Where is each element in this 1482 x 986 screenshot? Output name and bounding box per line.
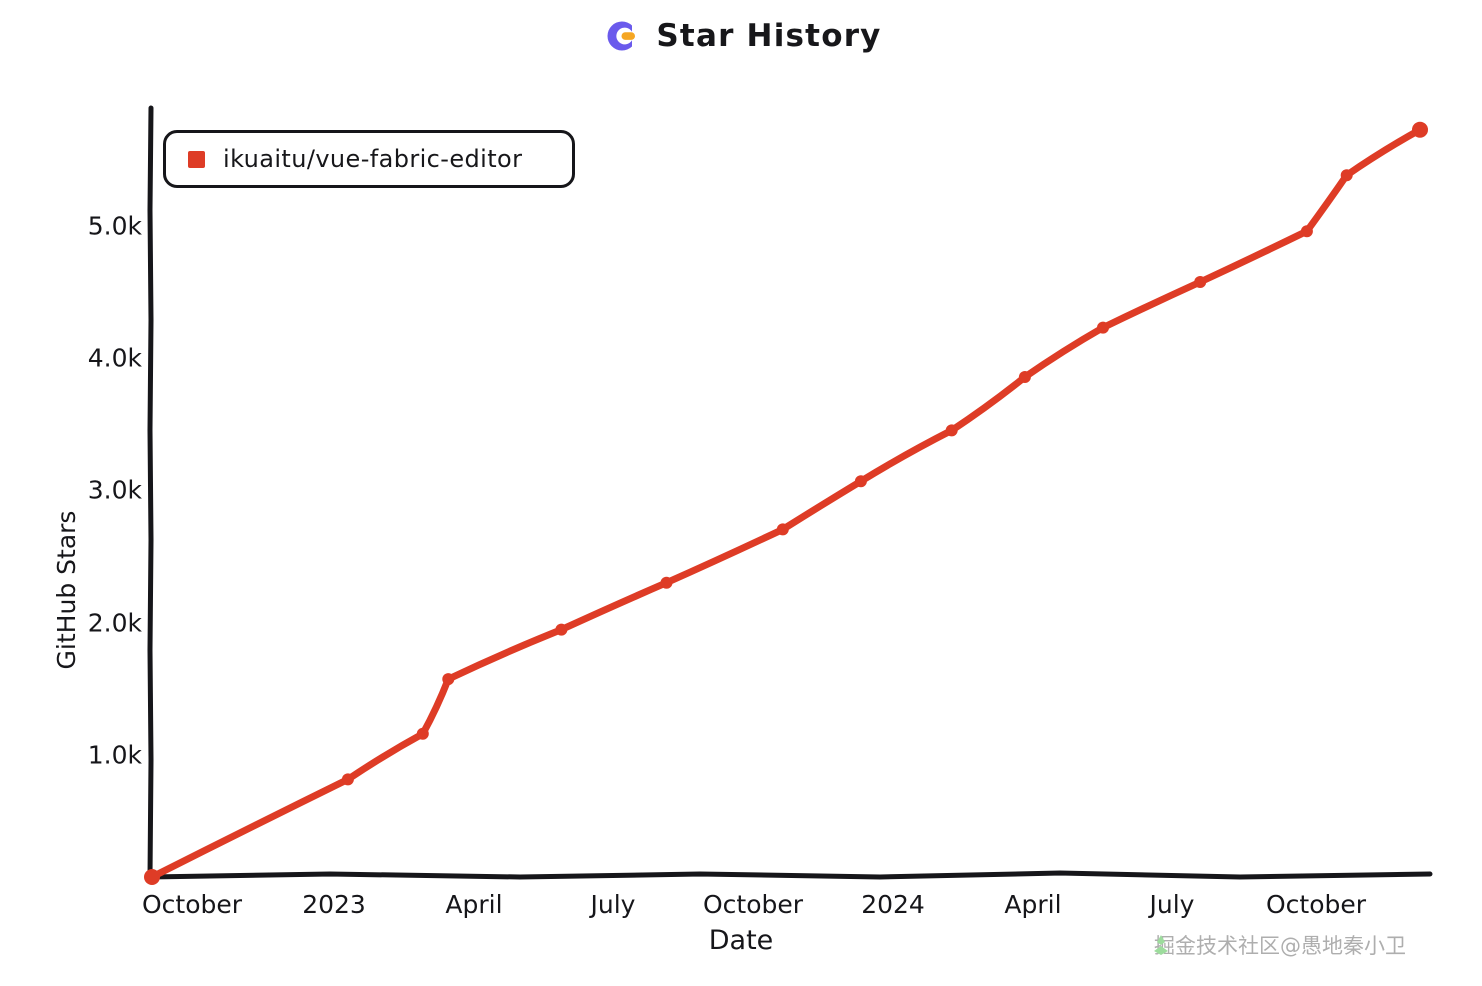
x-tick-label: October: [702, 890, 804, 919]
series-markers: [144, 121, 1428, 885]
watermark-text: 掘金技术社区@愚地秦小卫: [1154, 934, 1406, 958]
star-history-logo-icon: [600, 16, 640, 56]
legend-item-label: ikuaitu/vue-fabric-editor: [223, 145, 523, 173]
legend[interactable]: ikuaitu/vue-fabric-editor: [163, 130, 575, 188]
chart-header: Star History: [0, 16, 1482, 56]
data-point: [854, 475, 867, 488]
data-point: [442, 673, 455, 686]
data-point: [1097, 321, 1109, 334]
data-point: [945, 424, 958, 437]
x-tick-label: April: [445, 890, 503, 919]
x-tick-label: 2024: [861, 890, 925, 919]
x-axis-title: Date: [708, 925, 774, 956]
data-point: [1340, 169, 1353, 182]
juejin-logo-icon: [1148, 932, 1174, 958]
series-line-ikuaitu-vue-fabric-editor: [148, 126, 1424, 881]
y-tick-label: 4.0k: [87, 343, 142, 373]
data-point: [660, 576, 673, 589]
data-point: [1194, 276, 1207, 288]
square-swatch-icon: [188, 150, 205, 168]
data-point: [1300, 225, 1313, 238]
y-axis-line: [147, 105, 154, 880]
y-tick-label: 1.0k: [87, 740, 142, 770]
watermark: 掘金技术社区@愚地秦小卫: [1148, 930, 1406, 960]
data-point: [555, 623, 568, 636]
data-point: [341, 773, 354, 786]
data-point: [144, 869, 160, 885]
x-tick-label: April: [1004, 890, 1062, 919]
y-axis-title: GitHub Stars: [52, 510, 81, 670]
x-tick-label: July: [1149, 890, 1195, 919]
x-axis-line: [147, 870, 1433, 880]
data-point: [416, 727, 429, 740]
x-tick-label: July: [590, 890, 636, 919]
data-point: [1412, 121, 1428, 138]
data-point: [776, 523, 789, 536]
x-tick-label: October: [1265, 890, 1367, 919]
page-title: Star History: [656, 18, 882, 54]
y-tick-label: 5.0k: [87, 211, 142, 241]
x-tick-label: October: [141, 890, 243, 919]
data-point: [1018, 371, 1031, 383]
y-tick-label: 2.0k: [87, 608, 142, 638]
x-tick-label: 2023: [302, 890, 366, 919]
y-tick-label: 3.0k: [87, 475, 142, 505]
